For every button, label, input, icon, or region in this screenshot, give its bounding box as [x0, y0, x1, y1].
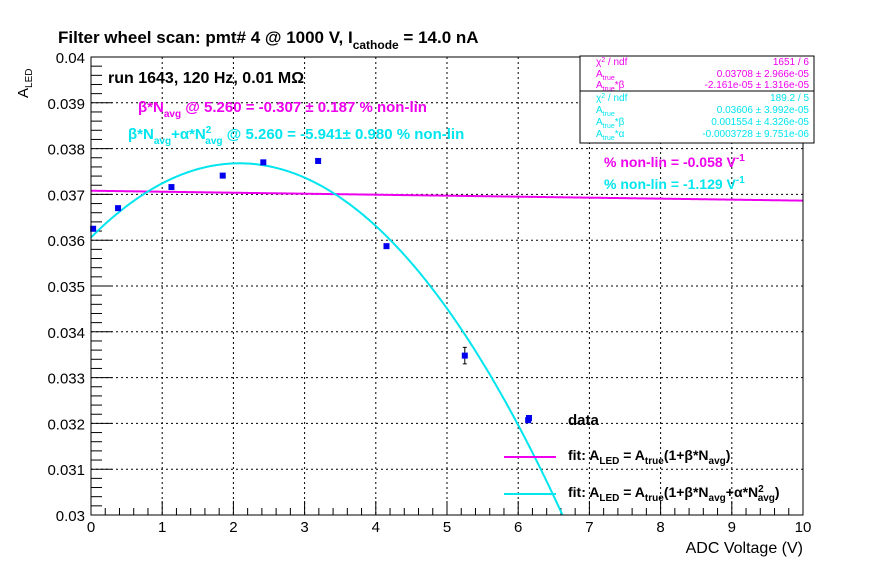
data-point-marker [461, 352, 468, 359]
nonlin-beta-rhs: @ 5.260 = -0.307 ± 0.187 % non-lin [181, 99, 427, 116]
y-tick-label: 0.036 [47, 233, 85, 250]
data-point-marker [383, 243, 390, 250]
y-tick-label: 0.035 [47, 279, 85, 296]
nonlin-quad-lhs: β*N [128, 126, 154, 143]
x-tick-label: 6 [514, 519, 522, 536]
stats-quad-alpha-value: -0.0003728 ± 9.751e-06 [702, 129, 809, 140]
data-point [461, 346, 468, 365]
y-axis-label-subscript: LED [24, 69, 35, 88]
nonlin-quad-rhs: @ 5.260 = -5.941± 0.980 % non-lin [223, 126, 465, 143]
nonlin-quad-mid: +α*N [171, 126, 206, 143]
x-tick-label: 10 [795, 519, 812, 536]
y-axis-label-main: A [15, 88, 32, 98]
data-point-marker [115, 205, 122, 212]
stats-linear-beta-value: -2.161e-05 ± 1.316e-05 [705, 80, 810, 91]
stats-linear-chi2-value: 1651 / 6 [773, 57, 810, 68]
stats-linear-chi2-label: χ2 / ndf [596, 57, 628, 68]
nonlin-beta-sub: avg [164, 109, 181, 120]
x-tick-label: 2 [229, 519, 237, 536]
nonlin-beta-annotation: β*Navg @ 5.260 = -0.307 ± 0.187 % non-li… [138, 99, 427, 120]
data-point [315, 157, 322, 164]
x-axis-label: ADC Voltage (V) [686, 540, 803, 557]
stats-quad-atrue-value: 0.03606 ± 3.992e-05 [717, 105, 810, 116]
legend-data-marker [526, 415, 532, 421]
data-point-marker [90, 225, 97, 232]
stats-quad-chi2-value: 189.2 / 5 [770, 93, 809, 104]
slope-beta-text: % non-lin = -0.058 V [604, 154, 737, 170]
nonlin-quad-sub1: avg [154, 136, 171, 147]
x-tick-label: 1 [158, 519, 166, 536]
y-tick-label: 0.034 [47, 325, 85, 342]
data-point [115, 205, 122, 212]
data-point-marker [315, 157, 322, 164]
fit-curves [91, 162, 803, 515]
x-tick-labels: 0 1 2 3 4 5 6 7 8 9 10 [87, 519, 812, 536]
stats-box-linear: χ2 / ndf 1651 / 6 Atrue 0.03708 ± 2.966e… [579, 55, 815, 93]
legend-data-label: data [568, 412, 600, 429]
axis-ticks [90, 56, 804, 516]
x-tick-label: 8 [656, 519, 664, 536]
nonlin-quad-sub2: avg [205, 136, 222, 147]
y-tick-label: 0.04 [56, 50, 85, 67]
x-tick-label: 4 [372, 519, 380, 536]
data-point-marker [260, 159, 267, 166]
slope-beta-sup: -1 [736, 153, 745, 164]
stats-box-quadratic: χ2 / ndf 189.2 / 5 Atrue 0.03606 ± 3.992… [579, 90, 815, 144]
y-tick-label: 0.032 [47, 416, 85, 433]
slope-quad-sup: -1 [736, 175, 745, 186]
chart-title-prefix: Filter wheel scan: pmt# 4 @ 1000 V, I [58, 28, 353, 47]
stats-box-quadratic-frame [579, 90, 815, 144]
slope-beta-annotation: % non-lin = -0.058 V-1 [604, 153, 745, 170]
slope-quad-annotation: % non-lin = -1.129 V-1 [604, 175, 745, 192]
y-tick-label: 0.038 [47, 142, 85, 159]
slope-quad-text: % non-lin = -1.129 V [604, 176, 737, 192]
fit-curve-quadratic [91, 162, 564, 515]
data-point [90, 225, 97, 232]
stats-linear-atrue-value: 0.03708 ± 2.966e-05 [717, 69, 810, 80]
y-tick-label: 0.031 [47, 462, 85, 479]
data-point [219, 172, 226, 179]
y-axis-label: ALED [15, 69, 35, 98]
x-tick-label: 3 [300, 519, 308, 536]
chart-title-subscript: cathode [353, 38, 399, 52]
fit-curve-linear [91, 189, 803, 202]
data-point-marker [219, 172, 226, 179]
legend-quad-fit-label: fit: ALED = Atrue(1+β*Navg+α*N2 avg) [568, 484, 780, 504]
x-tick-label: 0 [87, 519, 95, 536]
nonlin-beta-lhs: β*N [138, 99, 164, 116]
stats-quad-beta-value: 0.001554 ± 4.326e-05 [711, 117, 809, 128]
data-point [383, 243, 390, 250]
data-point [260, 159, 267, 166]
chart-title: Filter wheel scan: pmt# 4 @ 1000 V, Icat… [58, 28, 479, 52]
x-tick-label: 7 [585, 519, 593, 536]
stats-quad-chi2-label: χ2 / ndf [596, 93, 628, 104]
y-tick-label: 0.037 [47, 187, 85, 204]
data-point-marker [168, 184, 175, 191]
x-tick-label: 5 [443, 519, 451, 536]
plot-frame [90, 56, 804, 516]
x-tick-label: 9 [728, 519, 736, 536]
data-point [168, 184, 175, 191]
y-tick-labels: 0.03 0.031 0.032 0.033 0.034 0.035 0.036 0.037 0… [47, 50, 85, 525]
chart-title-suffix: = 14.0 nA [399, 28, 479, 47]
y-tick-label: 0.033 [47, 371, 85, 388]
data-points [90, 157, 532, 424]
nonlin-quad-annotation: β*Navg+α*N2 avg @ 5.260 = -5.941± 0.980 %… [128, 125, 464, 147]
nonlin-quad-sup: 2 [206, 125, 212, 136]
y-tick-label: 0.039 [47, 96, 85, 113]
y-tick-label: 0.03 [56, 508, 85, 525]
run-label: run 1643, 120 Hz, 0.01 MΩ [108, 70, 304, 87]
